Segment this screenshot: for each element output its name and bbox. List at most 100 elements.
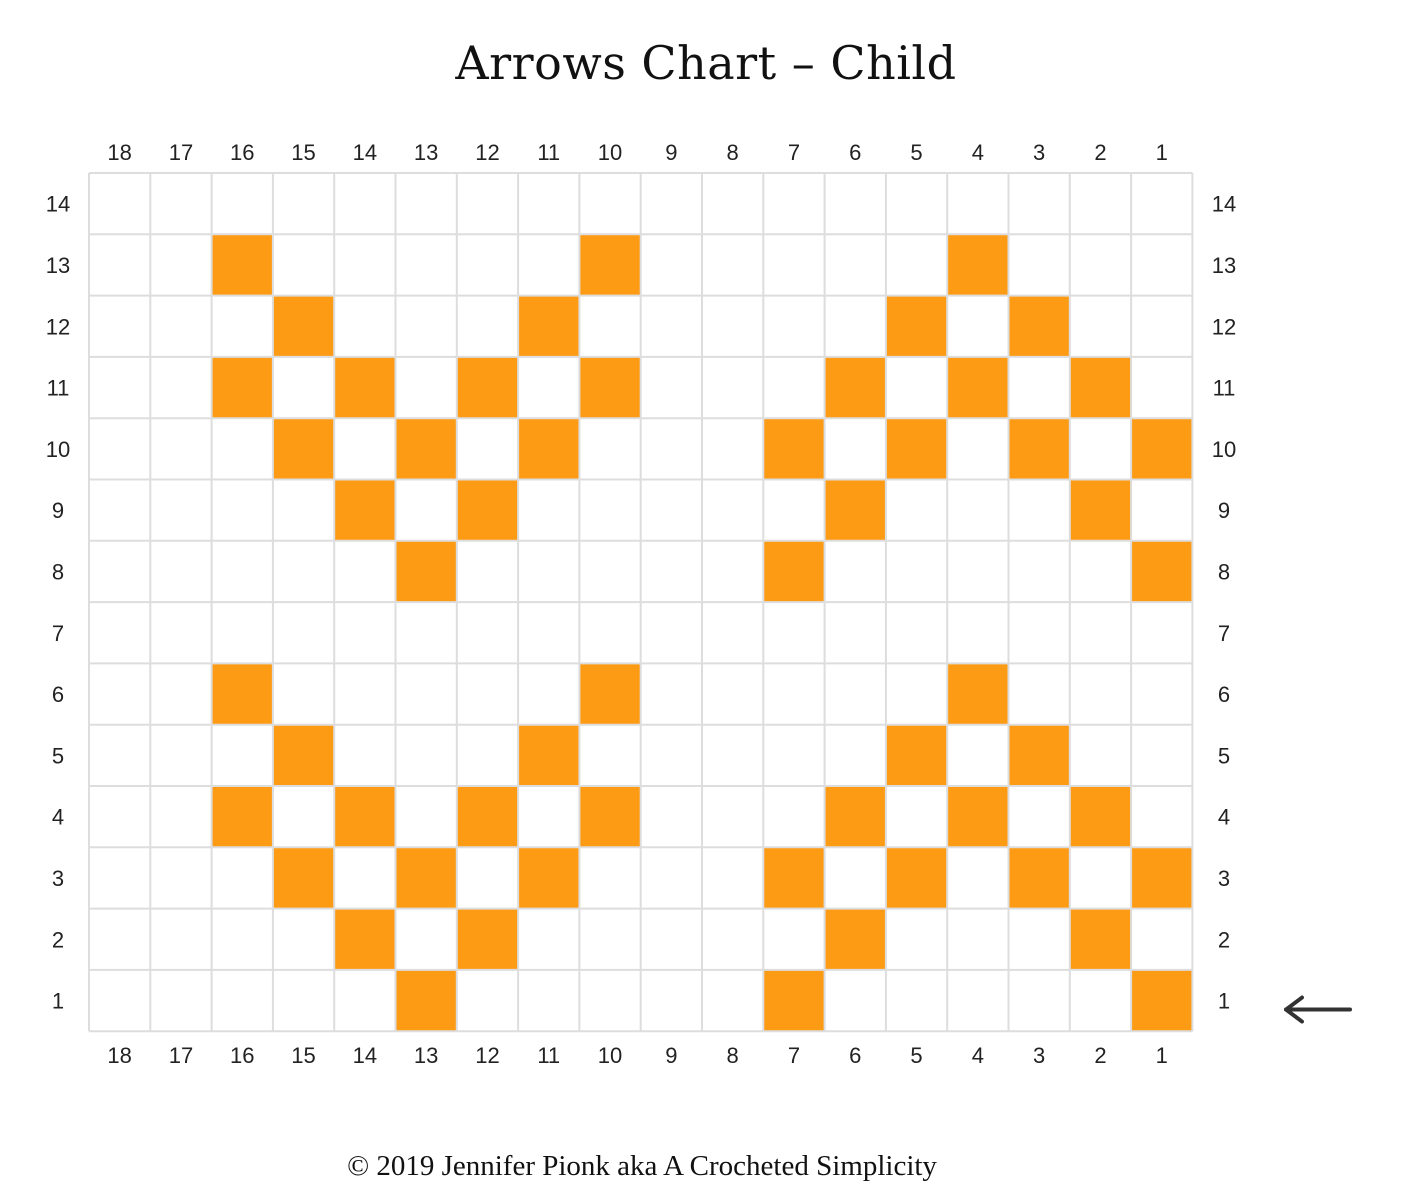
row-label-left: 5 bbox=[52, 743, 64, 768]
column-label-top: 15 bbox=[291, 140, 315, 165]
column-label-bottom: 16 bbox=[230, 1043, 254, 1068]
filled-cell-r3-c13 bbox=[395, 847, 457, 909]
row-label-left: 14 bbox=[46, 192, 70, 217]
arrow-head bbox=[1284, 995, 1304, 1024]
column-label-top: 14 bbox=[353, 140, 377, 165]
row-label-right: 1 bbox=[1218, 989, 1230, 1014]
column-label-bottom: 4 bbox=[972, 1043, 984, 1068]
column-label-bottom: 12 bbox=[475, 1043, 499, 1068]
filled-cell-r8-c1 bbox=[1131, 540, 1193, 603]
filled-cell-r2-c12 bbox=[456, 908, 519, 970]
column-label-bottom: 17 bbox=[169, 1043, 193, 1068]
chart-title: Arrows Chart – Child bbox=[455, 36, 957, 90]
filled-cell-r12-c5 bbox=[885, 295, 948, 357]
filled-cell-r6-c10 bbox=[579, 663, 641, 725]
filled-cell-r3-c5 bbox=[885, 847, 948, 909]
copyright-text: © 2019 Jennifer Pionk aka A Crocheted Si… bbox=[347, 1150, 937, 1182]
column-label-top: 5 bbox=[910, 140, 922, 165]
column-label-top: 12 bbox=[475, 140, 499, 165]
row-label-left: 10 bbox=[46, 437, 70, 462]
filled-cell-r11-c14 bbox=[334, 356, 396, 419]
filled-cell-r1-c13 bbox=[395, 969, 457, 1032]
filled-cell-r10-c3 bbox=[1008, 418, 1070, 480]
column-label-top: 17 bbox=[169, 140, 193, 165]
filled-cell-r4-c6 bbox=[824, 786, 886, 848]
filled-cell-r10-c1 bbox=[1131, 418, 1193, 480]
filled-cell-r13-c16 bbox=[211, 234, 273, 296]
filled-cell-r6-c4 bbox=[947, 663, 1009, 725]
column-label-bottom: 8 bbox=[727, 1043, 739, 1068]
row-label-left: 7 bbox=[52, 621, 64, 646]
filled-cell-r10-c7 bbox=[763, 418, 825, 480]
chart-labels: 1818171716161515141413131212111110109988… bbox=[46, 140, 1236, 1068]
filled-cell-r13-c4 bbox=[947, 234, 1009, 296]
row-label-right: 9 bbox=[1218, 498, 1230, 523]
copyright-footer: © 2019 Jennifer Pionk aka A Crocheted Si… bbox=[0, 1150, 1412, 1183]
filled-cell-r13-c10 bbox=[579, 234, 641, 296]
row-label-right: 10 bbox=[1212, 437, 1236, 462]
column-label-bottom: 1 bbox=[1156, 1043, 1168, 1068]
row-label-right: 8 bbox=[1218, 559, 1230, 584]
row-label-right: 5 bbox=[1218, 743, 1230, 768]
row-label-left: 4 bbox=[52, 805, 64, 830]
column-label-top: 1 bbox=[1156, 140, 1168, 165]
row-label-left: 6 bbox=[52, 682, 64, 707]
column-label-top: 16 bbox=[230, 140, 254, 165]
filled-cell-r9-c12 bbox=[456, 479, 519, 541]
filled-cell-r2-c2 bbox=[1069, 908, 1132, 970]
filled-cell-r10-c15 bbox=[272, 418, 335, 480]
column-label-bottom: 9 bbox=[665, 1043, 677, 1068]
row-label-right: 12 bbox=[1212, 314, 1236, 339]
filled-cell-r3-c1 bbox=[1131, 847, 1193, 909]
row-label-left: 13 bbox=[46, 253, 70, 278]
row-label-right: 6 bbox=[1218, 682, 1230, 707]
column-label-top: 3 bbox=[1033, 140, 1045, 165]
filled-cell-r2-c14 bbox=[334, 908, 396, 970]
filled-cell-r8-c7 bbox=[763, 540, 825, 603]
filled-cell-r5-c15 bbox=[272, 724, 335, 786]
row-label-left: 11 bbox=[47, 376, 70, 401]
column-label-bottom: 13 bbox=[414, 1043, 438, 1068]
filled-cell-r1-c1 bbox=[1131, 969, 1193, 1032]
filled-cell-r11-c10 bbox=[579, 356, 641, 419]
column-label-top: 18 bbox=[107, 140, 131, 165]
filled-cell-r4-c16 bbox=[211, 786, 273, 848]
column-label-top: 6 bbox=[849, 140, 861, 165]
filled-cell-r9-c2 bbox=[1069, 479, 1132, 541]
filled-cell-r12-c15 bbox=[272, 295, 335, 357]
column-label-top: 7 bbox=[788, 140, 800, 165]
row-label-left: 9 bbox=[52, 498, 64, 523]
filled-cell-r11-c16 bbox=[211, 356, 273, 419]
row-label-right: 2 bbox=[1218, 927, 1230, 952]
filled-cell-r3-c7 bbox=[763, 847, 825, 909]
row-label-right: 3 bbox=[1218, 866, 1230, 891]
column-label-top: 9 bbox=[665, 140, 677, 165]
row-label-left: 12 bbox=[46, 314, 70, 339]
filled-cell-r3-c11 bbox=[518, 847, 580, 909]
filled-cell-r9-c6 bbox=[824, 479, 886, 541]
column-label-bottom: 5 bbox=[910, 1043, 922, 1068]
filled-cell-r10-c11 bbox=[518, 418, 580, 480]
row-label-right: 11 bbox=[1213, 376, 1236, 401]
filled-cell-r11-c12 bbox=[456, 356, 519, 419]
filled-cell-r4-c2 bbox=[1069, 786, 1132, 848]
arrow-left-icon bbox=[1284, 995, 1352, 1024]
filled-cell-r5-c5 bbox=[885, 724, 948, 786]
column-label-bottom: 11 bbox=[537, 1043, 560, 1068]
filled-cell-r1-c7 bbox=[763, 969, 825, 1032]
row-label-right: 4 bbox=[1218, 805, 1230, 830]
column-label-top: 11 bbox=[537, 140, 560, 165]
filled-cell-r4-c4 bbox=[947, 786, 1009, 848]
filled-cell-r3-c3 bbox=[1008, 847, 1070, 909]
row-label-right: 7 bbox=[1218, 621, 1230, 646]
filled-cell-r3-c15 bbox=[272, 847, 335, 909]
column-label-bottom: 14 bbox=[353, 1043, 377, 1068]
chart-grid bbox=[88, 172, 1194, 1033]
row-label-right: 13 bbox=[1212, 253, 1236, 278]
filled-cell-r11-c4 bbox=[947, 356, 1009, 419]
column-label-bottom: 7 bbox=[788, 1043, 800, 1068]
filled-cell-r10-c13 bbox=[395, 418, 457, 480]
column-label-top: 13 bbox=[414, 140, 438, 165]
filled-cell-r4-c10 bbox=[579, 786, 641, 848]
